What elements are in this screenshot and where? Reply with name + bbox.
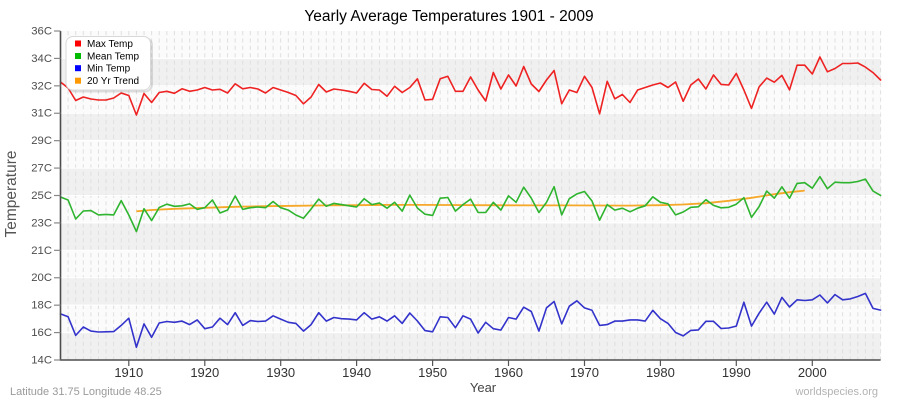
svg-text:1930: 1930	[266, 365, 295, 380]
svg-text:36C: 36C	[31, 25, 52, 37]
svg-text:16C: 16C	[31, 327, 52, 339]
svg-text:Year: Year	[470, 380, 497, 395]
svg-text:worldspecies.org: worldspecies.org	[794, 386, 878, 398]
svg-text:Mean Temp: Mean Temp	[87, 52, 140, 63]
svg-text:32C: 32C	[31, 80, 52, 92]
svg-text:34C: 34C	[31, 53, 52, 65]
svg-text:25C: 25C	[31, 190, 52, 202]
svg-text:Max Temp: Max Temp	[87, 39, 133, 50]
svg-text:Min Temp: Min Temp	[87, 64, 131, 75]
svg-text:1950: 1950	[418, 365, 447, 380]
svg-text:21C: 21C	[31, 245, 52, 257]
svg-text:1960: 1960	[494, 365, 523, 380]
svg-text:1980: 1980	[646, 365, 675, 380]
svg-text:14C: 14C	[31, 354, 52, 366]
svg-text:20 Yr Trend: 20 Yr Trend	[87, 76, 139, 87]
svg-text:1920: 1920	[190, 365, 219, 380]
svg-text:20C: 20C	[31, 272, 52, 284]
svg-text:29C: 29C	[31, 135, 52, 147]
svg-text:1970: 1970	[570, 365, 599, 380]
svg-text:1940: 1940	[342, 365, 371, 380]
svg-text:2000: 2000	[798, 365, 827, 380]
svg-text:23C: 23C	[31, 217, 52, 229]
svg-text:18C: 18C	[31, 300, 52, 312]
svg-text:1990: 1990	[722, 365, 751, 380]
svg-text:Temperature: Temperature	[3, 150, 20, 237]
svg-text:Yearly Average Temperatures 19: Yearly Average Temperatures 1901 - 2009	[304, 8, 593, 25]
svg-text:1910: 1910	[114, 365, 143, 380]
svg-text:Latitude 31.75 Longitude 48.25: Latitude 31.75 Longitude 48.25	[10, 386, 162, 398]
svg-text:27C: 27C	[31, 163, 52, 175]
svg-text:31C: 31C	[31, 108, 52, 120]
